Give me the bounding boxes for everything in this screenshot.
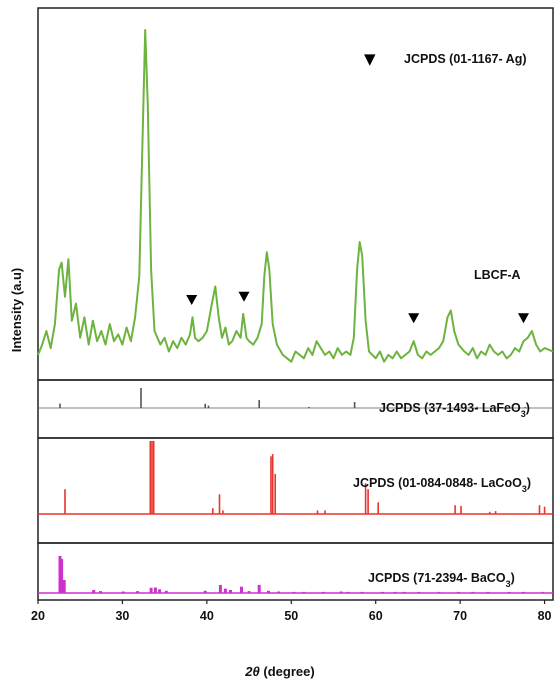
ag-peak-marker <box>238 291 250 302</box>
baco3-panel-frame <box>37 542 554 601</box>
x-axis-label: 2θ (degree) <box>244 664 314 679</box>
lafeo3-reference-label: JCPDS (37-1493- LaFeO3) <box>379 401 530 419</box>
sample-label: LBCF-A <box>474 268 521 282</box>
x-tick-label: 50 <box>284 609 298 623</box>
y-axis-label: Intensity (a.u) <box>9 268 24 353</box>
x-tick-labels: 20 30 40 50 60 70 80 <box>31 600 552 623</box>
baco3-reference-label: JCPDS (71-2394- BaCO3) <box>368 571 515 589</box>
lacoo3-reference-label: JCPDS (01-084-0848- LaCoO3) <box>353 476 531 494</box>
x-tick-label: 30 <box>115 609 129 623</box>
x-tick-label: 70 <box>453 609 467 623</box>
chart-marks <box>37 29 554 594</box>
ag-peak-marker <box>186 295 198 305</box>
sample-xrd-pattern <box>37 29 554 363</box>
x-tick-label: 80 <box>538 609 552 623</box>
x-tick-label: 40 <box>200 609 214 623</box>
panel-frames <box>37 7 554 601</box>
lacoo3-panel-frame <box>37 437 554 544</box>
ag-peak-marker <box>408 313 420 324</box>
ag-reference-label: JCPDS (01-1167- Ag) <box>404 52 527 66</box>
x-tick-label: 60 <box>369 609 383 623</box>
x-tick-label: 20 <box>31 609 45 623</box>
ag-peak-marker <box>518 313 529 324</box>
ag-marker-legend-symbol: ▼ <box>364 50 376 68</box>
